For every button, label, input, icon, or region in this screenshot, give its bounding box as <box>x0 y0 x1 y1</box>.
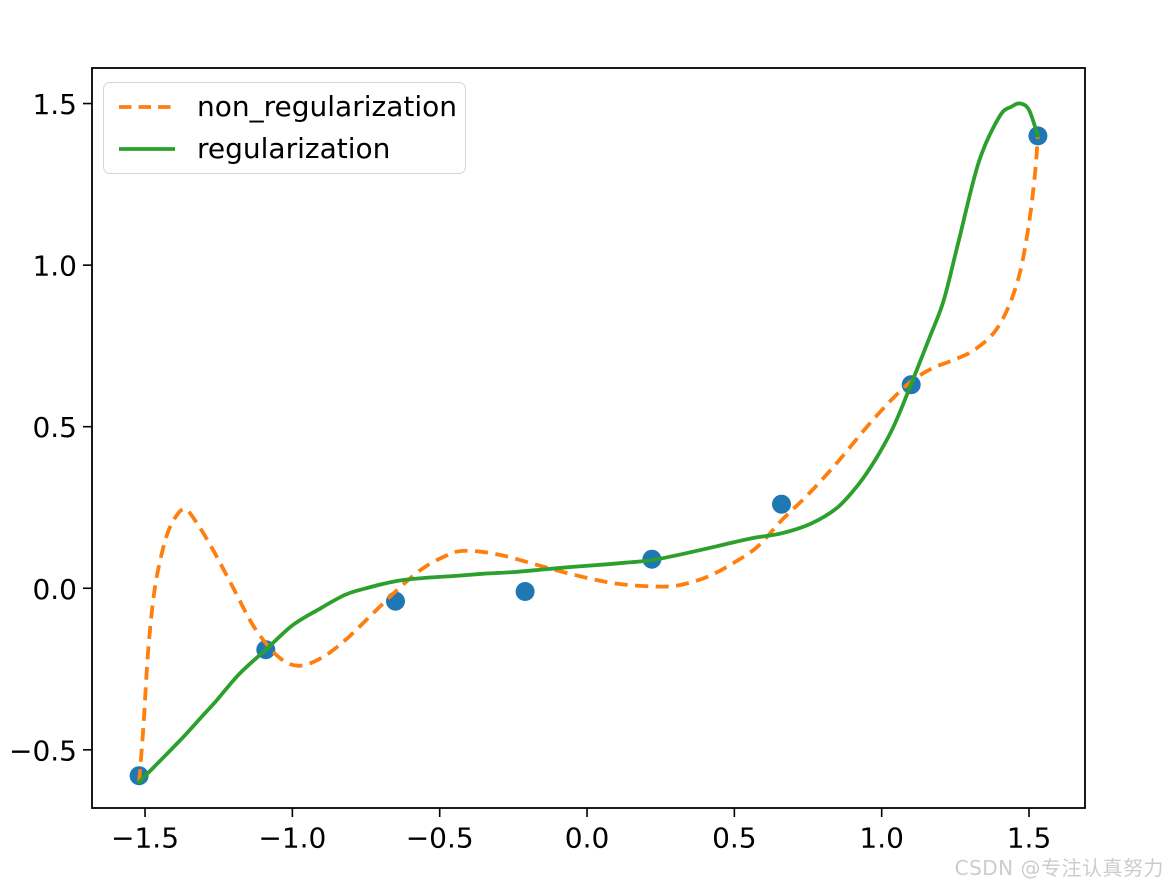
non-regularization-curve <box>137 135 1040 783</box>
x-tick-label: 1.0 <box>859 822 904 855</box>
legend-label: regularization <box>197 132 391 165</box>
x-tick-label: −1.5 <box>111 822 179 855</box>
y-tick-label: 1.0 <box>32 250 77 283</box>
legend-item-regularization: regularization <box>118 131 465 167</box>
data-point <box>386 591 405 611</box>
y-tick-label: 0.5 <box>32 411 77 444</box>
x-tick-label: −1.0 <box>258 822 326 855</box>
legend-item-non-regularization: non_regularization <box>118 89 465 125</box>
x-tick-label: −0.5 <box>406 822 474 855</box>
legend-label: non_regularization <box>197 90 457 123</box>
y-tick-label: −0.5 <box>9 734 77 767</box>
x-tick-label: 0.5 <box>712 822 757 855</box>
axes-frame <box>91 67 1086 809</box>
x-tick-label: 0.0 <box>565 822 610 855</box>
dashed-line-sample <box>119 105 175 109</box>
solid-line-sample <box>119 147 175 151</box>
y-tick-label: 1.5 <box>32 88 77 121</box>
data-point <box>772 494 791 514</box>
x-tick-label: 1.5 <box>1007 822 1052 855</box>
y-tick-label: 0.0 <box>32 573 77 606</box>
watermark: CSDN @专注认真努力 <box>954 856 1164 880</box>
data-point <box>515 582 535 601</box>
regularization-curve <box>137 101 1040 784</box>
legend: non_regularization regularization <box>103 82 466 174</box>
